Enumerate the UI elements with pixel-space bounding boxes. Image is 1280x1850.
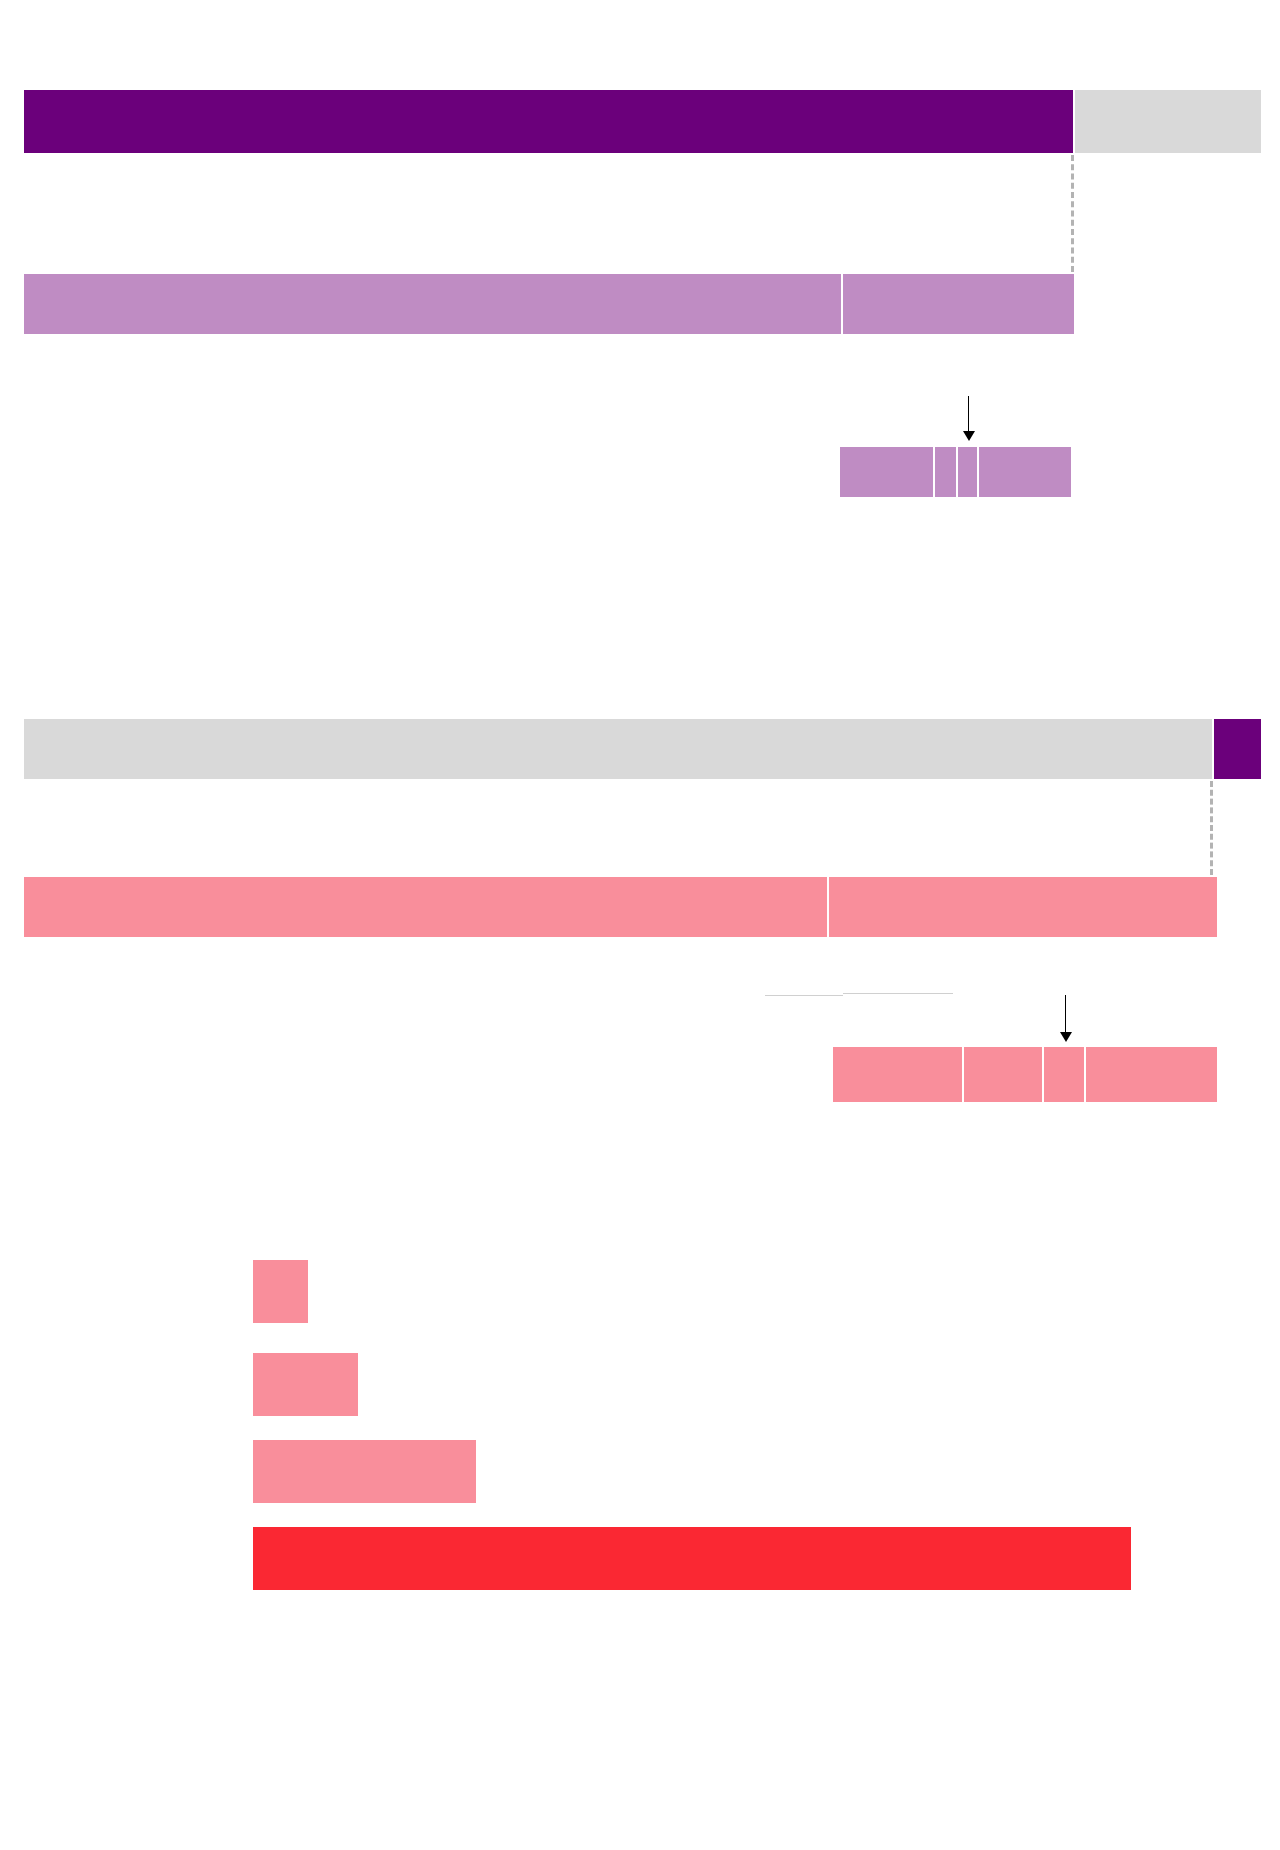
separator-line — [765, 995, 843, 996]
dashed-guide-line — [1209, 781, 1213, 875]
separator-line — [843, 993, 953, 994]
bar — [253, 1353, 359, 1416]
arrow-shaft — [968, 396, 970, 432]
bar — [253, 1440, 476, 1503]
bar-segment — [24, 877, 830, 937]
bar-segment — [1075, 90, 1261, 153]
bar-segment — [978, 447, 1071, 497]
bar-segment — [829, 877, 1217, 937]
bar — [253, 1527, 1131, 1590]
arrow-shaft — [1065, 995, 1067, 1033]
arrow-head — [1060, 1032, 1073, 1042]
bar-segment — [957, 447, 979, 497]
bar-segment — [24, 90, 1076, 153]
bar — [253, 1260, 309, 1323]
bar-segment — [840, 447, 935, 497]
bar-segment — [24, 719, 1214, 779]
arrow-head — [963, 431, 976, 441]
bar-segment — [24, 274, 843, 334]
bar-segment — [934, 447, 958, 497]
bar-segment — [1213, 719, 1261, 779]
bar-segment — [833, 1047, 964, 1102]
bar-segment — [1086, 1047, 1217, 1102]
dashed-guide-line — [1071, 155, 1075, 272]
bar-segment — [963, 1047, 1045, 1102]
bar-segment — [843, 274, 1074, 334]
bar-segment — [1044, 1047, 1087, 1102]
